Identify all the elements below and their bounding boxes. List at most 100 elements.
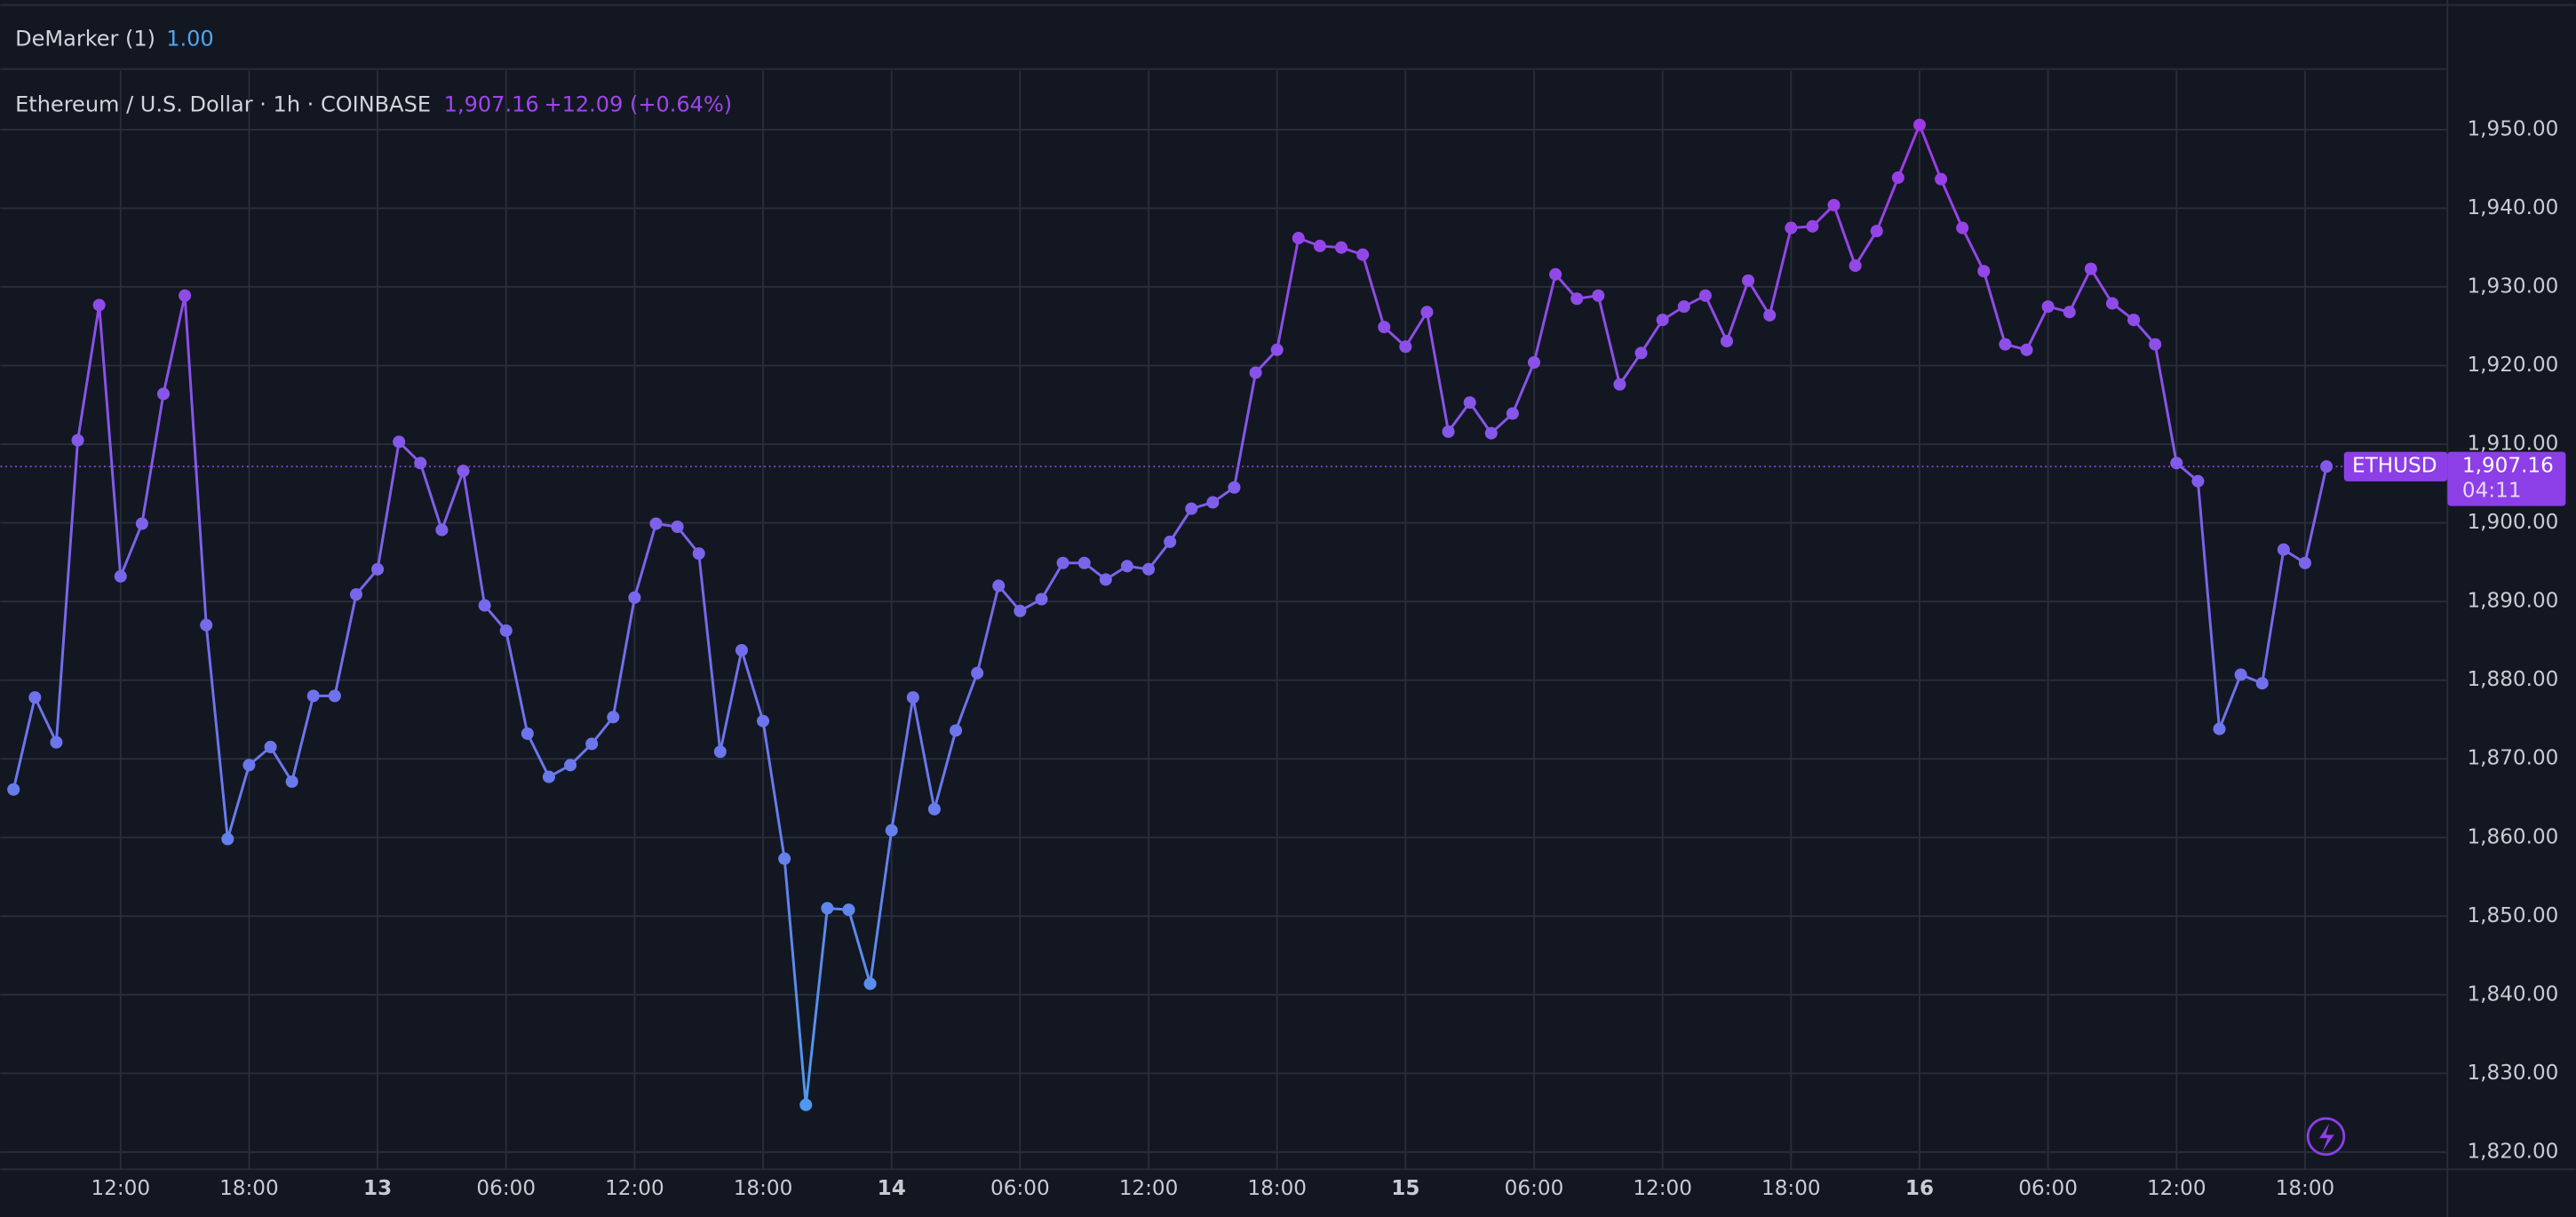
data-point — [1912, 118, 1927, 131]
y-tick-label: 1,850.00 — [2467, 904, 2558, 927]
tool-icon[interactable] — [2306, 1117, 2346, 1157]
x-tick-label: 16 — [1905, 1177, 1934, 1200]
data-point — [971, 666, 984, 680]
data-point — [1378, 321, 1391, 334]
data-point — [1056, 556, 1069, 569]
plot — [0, 118, 2448, 1111]
data-point — [1484, 426, 1498, 440]
symbol-tag-label: ETHUSD — [2352, 455, 2437, 478]
data-point — [1120, 560, 1133, 573]
indicator-name: DeMarker (1) — [15, 26, 155, 51]
data-point — [1164, 535, 1177, 548]
data-point — [457, 465, 470, 478]
data-point — [906, 691, 919, 704]
y-tick-label: 1,900.00 — [2467, 511, 2558, 534]
x-tick-label: 06:00 — [990, 1177, 1050, 1200]
data-point — [842, 903, 855, 917]
data-point — [1806, 219, 1819, 233]
x-tick-label: 06:00 — [2018, 1177, 2078, 1200]
x-tick-label: 15 — [1391, 1177, 1419, 1200]
y-tick-label: 1,820.00 — [2467, 1140, 2558, 1163]
data-point — [1677, 300, 1690, 314]
data-point — [2149, 338, 2162, 351]
grid — [0, 70, 2448, 1170]
data-point — [1506, 407, 1519, 420]
data-point — [735, 644, 748, 657]
data-point — [28, 691, 42, 704]
data-point — [992, 579, 1006, 593]
y-tick-label: 1,890.00 — [2467, 590, 2558, 613]
data-point — [2277, 543, 2290, 556]
data-point — [1849, 259, 1862, 273]
data-point — [1827, 198, 1841, 211]
data-point — [2105, 297, 2119, 310]
y-tick-label: 1,930.00 — [2467, 274, 2558, 298]
data-point — [1463, 396, 1476, 410]
data-point — [1935, 172, 1948, 186]
data-point — [671, 520, 684, 534]
data-point — [2298, 556, 2311, 569]
data-point — [1720, 335, 1734, 348]
data-point — [242, 759, 256, 772]
x-tick-label: 06:00 — [1505, 1177, 1564, 1200]
x-tick-label: 12:00 — [1633, 1177, 1692, 1200]
price-tag-label: 1,907.16 — [2462, 455, 2554, 478]
data-point — [200, 618, 213, 632]
x-tick-label: 12:00 — [91, 1177, 150, 1200]
y-tick-label: 1,910.00 — [2467, 433, 2558, 456]
data-point — [950, 724, 963, 737]
countdown-label: 04:11 — [2462, 479, 2522, 502]
data-point — [1228, 481, 1241, 494]
data-point — [114, 569, 127, 583]
data-point — [1977, 265, 1991, 278]
y-tick-label: 1,860.00 — [2467, 825, 2558, 848]
data-point — [1956, 221, 1969, 235]
price-tag — [2447, 451, 2566, 506]
data-point — [1035, 593, 1048, 606]
data-point — [92, 298, 106, 312]
data-point — [1742, 274, 1755, 287]
x-tick-label: 18:00 — [219, 1177, 279, 1200]
data-point — [1014, 604, 1027, 617]
data-point — [927, 802, 941, 815]
data-point — [649, 517, 663, 530]
data-point — [1420, 306, 1434, 319]
data-point — [393, 435, 406, 449]
x-tick-label: 18:00 — [734, 1177, 793, 1200]
data-point — [1891, 171, 1904, 184]
chart-title: Ethereum / U.S. Dollar · 1h · COINBASE — [15, 91, 431, 116]
data-point — [1442, 425, 1455, 438]
x-tick-label: 12:00 — [2147, 1177, 2206, 1200]
data-point — [1763, 308, 1777, 322]
data-point — [2020, 343, 2033, 356]
data-point — [135, 517, 148, 530]
x-tick-label: 12:00 — [1119, 1177, 1179, 1200]
data-point — [1185, 502, 1198, 515]
data-point — [414, 457, 427, 470]
data-point — [2084, 262, 2097, 275]
data-point — [264, 740, 277, 753]
data-point — [542, 770, 555, 783]
data-point — [799, 1098, 813, 1111]
data-point — [1613, 378, 1626, 391]
data-point — [521, 727, 534, 740]
data-point — [1570, 292, 1584, 306]
data-point — [499, 624, 513, 637]
data-point — [2041, 300, 2055, 314]
data-point — [349, 588, 362, 601]
data-point — [1356, 248, 1370, 261]
data-point — [1634, 346, 1648, 360]
data-point — [585, 737, 599, 751]
x-tick-label: 14 — [878, 1177, 906, 1200]
data-point — [1656, 314, 1669, 327]
x-tick-label: 06:00 — [476, 1177, 536, 1200]
data-point — [328, 689, 341, 703]
data-point — [628, 591, 641, 604]
data-point — [1785, 221, 1798, 235]
x-tick-label: 18:00 — [2276, 1177, 2335, 1200]
data-point — [1270, 343, 1284, 356]
data-point — [607, 711, 620, 724]
data-point — [2063, 306, 2076, 319]
data-point — [885, 823, 898, 837]
data-point — [692, 547, 705, 561]
